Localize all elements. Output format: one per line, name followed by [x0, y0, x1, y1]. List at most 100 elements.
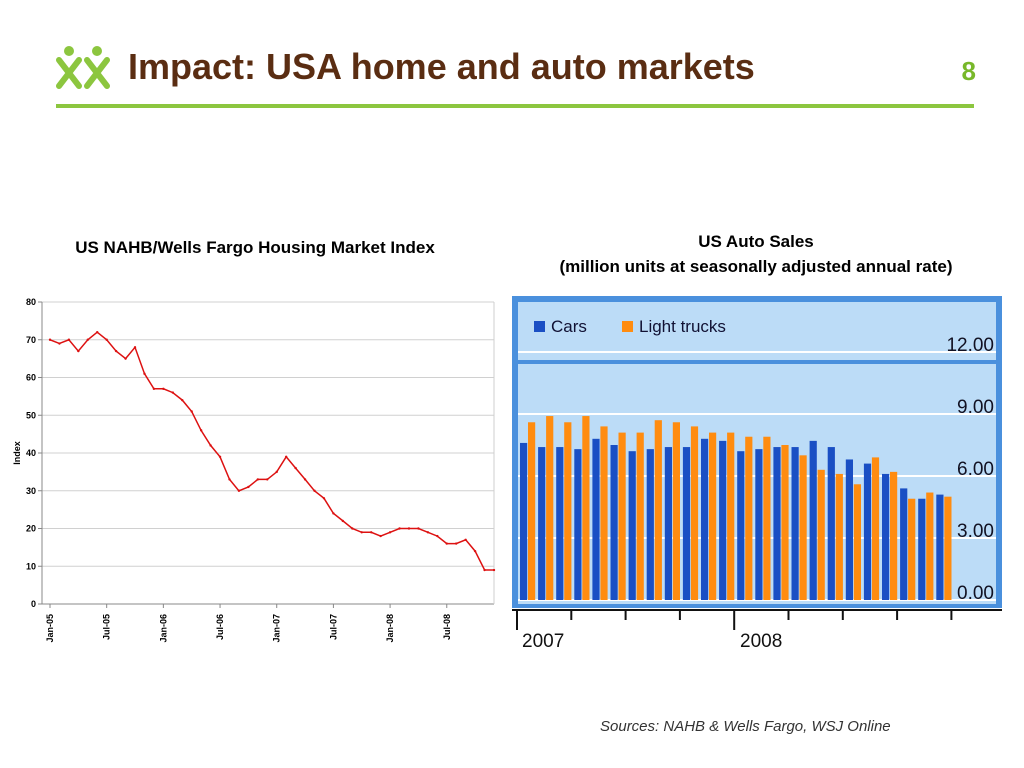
bar-cars	[900, 488, 908, 600]
data-point	[209, 444, 212, 447]
bar-light-trucks	[672, 422, 680, 600]
data-point	[114, 349, 118, 353]
bar-cars	[592, 438, 600, 600]
data-point	[417, 527, 420, 530]
data-point	[124, 357, 127, 360]
title-divider	[56, 104, 974, 108]
legend-label-light-trucks: Light trucks	[639, 317, 726, 336]
y-tick-label: 9.00	[957, 397, 994, 418]
legend-panel	[518, 302, 996, 360]
legend-label-cars: Cars	[551, 317, 587, 336]
data-point	[228, 478, 231, 481]
data-point	[322, 497, 326, 500]
data-point	[152, 387, 156, 391]
data-point	[199, 429, 203, 432]
data-point	[143, 372, 146, 375]
data-point	[284, 455, 288, 458]
bar-light-trucks	[817, 469, 825, 600]
bar-cars	[574, 449, 582, 600]
data-point	[388, 531, 392, 534]
page-number: 8	[961, 56, 976, 86]
data-point	[237, 489, 241, 492]
bar-light-trucks	[944, 496, 952, 600]
data-point	[398, 527, 401, 530]
bar-cars	[628, 451, 636, 600]
bar-light-trucks	[727, 432, 735, 600]
data-point	[67, 338, 71, 341]
bar-light-trucks	[546, 416, 554, 600]
data-point	[436, 534, 439, 538]
logo-icon	[56, 46, 110, 89]
sources-note: Sources: NAHB & Wells Fargo, WSJ Online	[600, 718, 891, 735]
y-tick-label: 12.00	[946, 335, 994, 356]
bar-light-trucks	[926, 492, 934, 600]
data-point	[483, 568, 486, 572]
y-tick-label: 80	[26, 297, 36, 307]
bar-cars	[845, 459, 853, 600]
bar-light-trucks	[871, 457, 880, 600]
y-tick-label: 3.00	[957, 521, 994, 542]
bar-light-trucks	[564, 422, 572, 600]
data-point	[181, 398, 184, 402]
bar-cars	[737, 451, 745, 600]
bar-cars	[863, 463, 872, 600]
y-tick-label: 0.00	[957, 583, 994, 604]
bar-light-trucks	[636, 432, 644, 600]
x-tick-label: Jan-07	[272, 614, 282, 643]
data-point	[275, 470, 278, 474]
bar-cars	[538, 447, 546, 600]
data-point	[86, 338, 89, 341]
data-point	[247, 485, 250, 489]
data-point	[77, 349, 80, 353]
data-point	[171, 391, 175, 394]
data-point	[96, 331, 99, 334]
data-point	[218, 455, 222, 458]
y-tick-label: 10	[26, 561, 36, 571]
bar-light-trucks	[908, 498, 916, 600]
y-axis-label: Index	[12, 441, 22, 465]
bar-cars	[773, 447, 781, 600]
bar-light-trucks	[618, 432, 626, 600]
y-tick-label: 30	[26, 486, 36, 496]
data-point	[407, 527, 411, 530]
auto-chart-title-main: US Auto Sales	[698, 232, 814, 251]
bar-light-trucks	[709, 432, 717, 600]
data-point	[351, 527, 354, 530]
x-tick-label: Jul-08	[442, 614, 452, 640]
data-point	[256, 478, 260, 481]
bar-light-trucks	[890, 471, 898, 600]
data-point	[266, 478, 269, 481]
x-tick-label: Jul-07	[328, 614, 338, 640]
data-point	[369, 531, 373, 534]
year-label-2008: 2008	[740, 631, 782, 652]
data-point	[341, 519, 345, 523]
bar-light-trucks	[781, 445, 789, 600]
bar-cars	[809, 440, 817, 600]
page-title: Impact: USA home and auto markets	[128, 46, 755, 87]
data-point	[303, 478, 307, 481]
y-tick-label: 70	[26, 335, 36, 345]
data-point	[379, 534, 382, 538]
data-point	[332, 512, 335, 515]
bar-cars	[755, 449, 763, 600]
bar-light-trucks	[582, 416, 590, 600]
data-point	[473, 549, 477, 553]
bar-cars	[918, 498, 926, 600]
data-point	[48, 338, 52, 341]
bar-cars	[682, 447, 691, 600]
bar-light-trucks	[528, 422, 536, 600]
y-tick-label: 40	[26, 448, 36, 458]
x-tick-label: Jan-05	[45, 614, 55, 643]
bar-light-trucks	[600, 426, 608, 600]
data-point	[58, 342, 61, 345]
y-tick-label: 50	[26, 410, 36, 420]
housing-index-line	[49, 331, 494, 571]
data-point	[133, 346, 137, 349]
bar-cars	[520, 442, 528, 600]
bar-light-trucks	[690, 426, 699, 600]
data-point	[492, 568, 496, 572]
x-tick-label: Jul-05	[102, 614, 112, 640]
bar-light-trucks	[654, 420, 662, 600]
auto-chart-title: US Auto Sales (million units at seasonal…	[516, 229, 996, 279]
bar-cars	[719, 440, 727, 600]
